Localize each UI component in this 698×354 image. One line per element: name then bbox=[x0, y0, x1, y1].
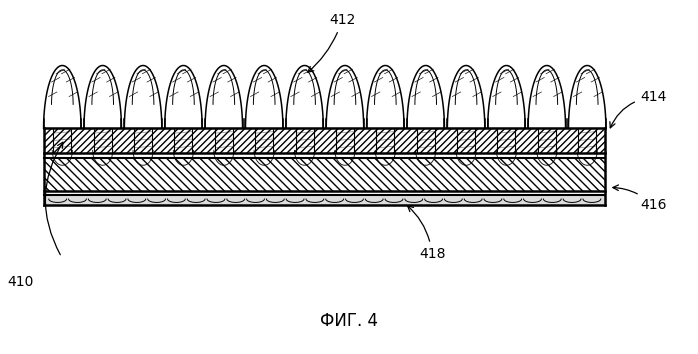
FancyBboxPatch shape bbox=[45, 128, 605, 153]
Text: 412: 412 bbox=[308, 13, 355, 72]
Text: ФИГ. 4: ФИГ. 4 bbox=[320, 312, 378, 330]
FancyBboxPatch shape bbox=[45, 195, 605, 205]
Text: 418: 418 bbox=[408, 206, 445, 261]
Text: 416: 416 bbox=[613, 185, 667, 212]
Text: 414: 414 bbox=[610, 90, 666, 128]
FancyBboxPatch shape bbox=[45, 158, 605, 191]
Text: 410: 410 bbox=[7, 275, 34, 289]
